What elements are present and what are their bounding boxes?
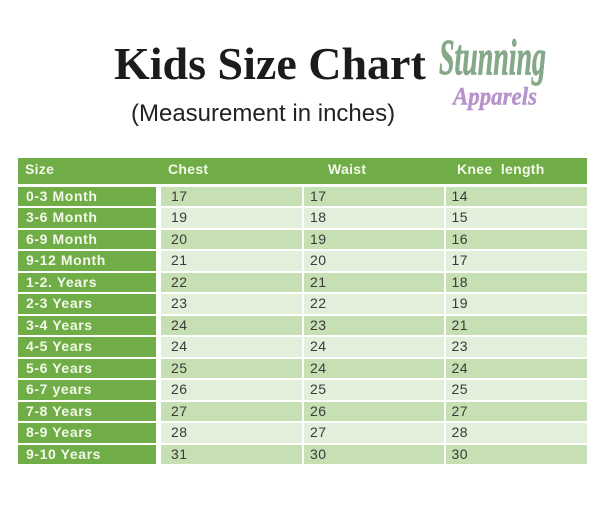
- svg-text:Apparels: Apparels: [451, 83, 537, 111]
- svg-text:Stunning: Stunning: [439, 34, 546, 86]
